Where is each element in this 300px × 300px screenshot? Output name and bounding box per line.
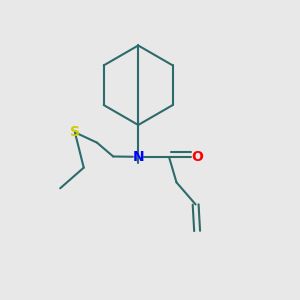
Text: N: N [132,150,144,164]
Text: S: S [70,125,80,139]
Text: O: O [191,150,203,164]
